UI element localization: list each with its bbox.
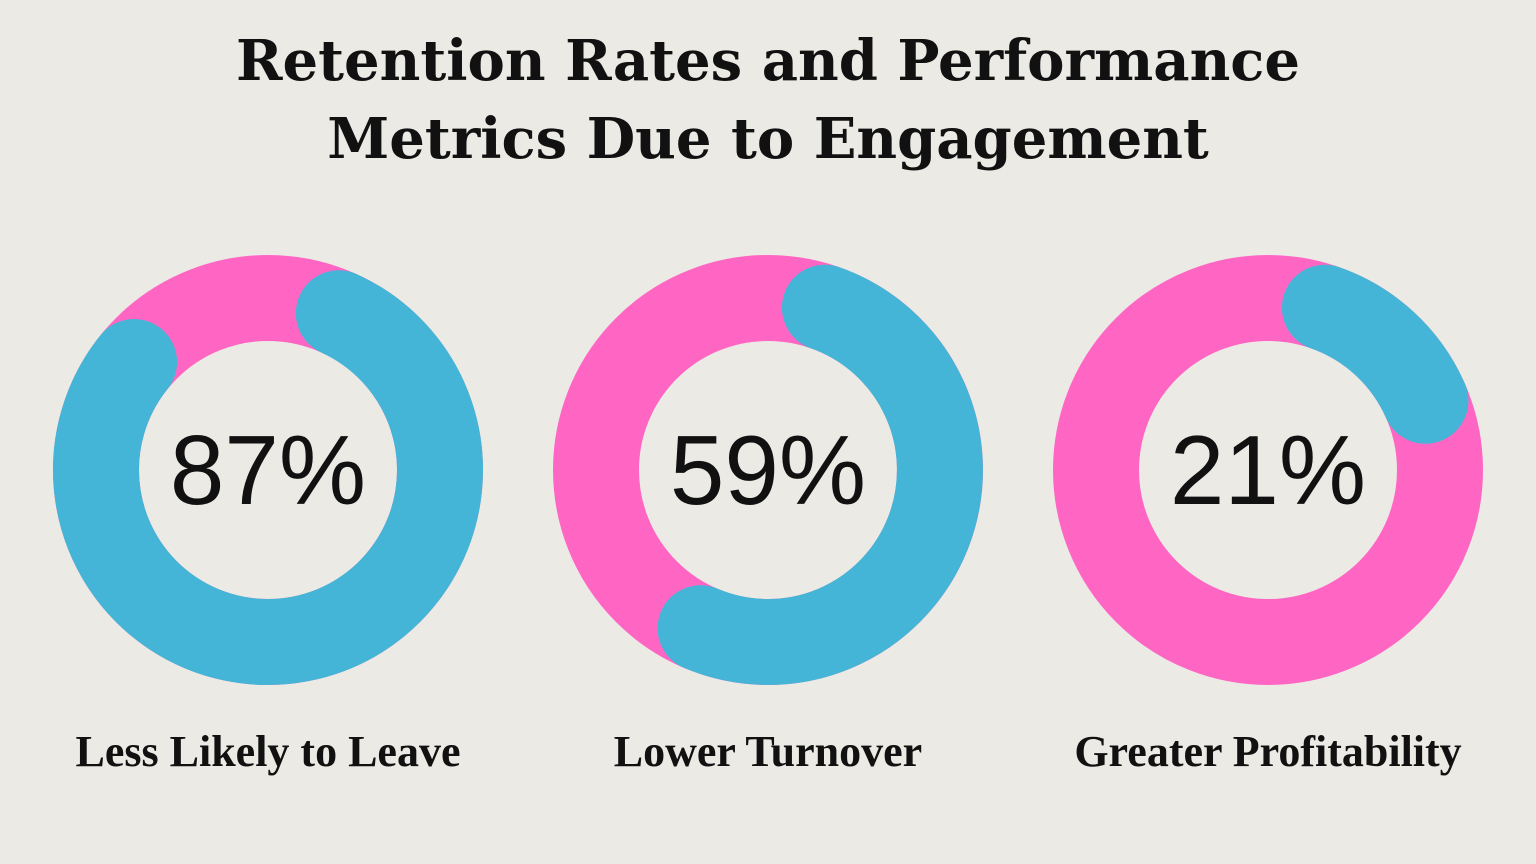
- donut-track-3: [1053, 255, 1483, 685]
- donut-value-3: 21%: [1169, 415, 1367, 525]
- donut-chart-3: 21%: [1048, 250, 1488, 690]
- donut-value-arc-1: [53, 270, 483, 685]
- donut-value-2: 59%: [669, 415, 867, 525]
- donut-value-arc-3: [1281, 264, 1469, 444]
- donut-chart-2: 59%: [548, 250, 988, 690]
- donut-label-3: Greater Profitability: [1074, 727, 1462, 776]
- donut-svg-3: [1053, 255, 1483, 685]
- chart-title: Retention Rates and Performance Metrics …: [0, 22, 1536, 178]
- donut-svg-2: [553, 255, 983, 685]
- donut-value-1: 87%: [169, 415, 367, 525]
- donut-value-arc-2: [657, 264, 983, 685]
- donut-svg-1: [53, 255, 483, 685]
- chart-title-line-2: Metrics Due to Engagement: [327, 106, 1209, 172]
- donut-label-1: Less Likely to Leave: [75, 727, 461, 776]
- donut-label-2: Lower Turnover: [613, 727, 923, 776]
- donut-chart-1: 87%: [48, 250, 488, 690]
- chart-title-line-1: Retention Rates and Performance: [235, 28, 1301, 94]
